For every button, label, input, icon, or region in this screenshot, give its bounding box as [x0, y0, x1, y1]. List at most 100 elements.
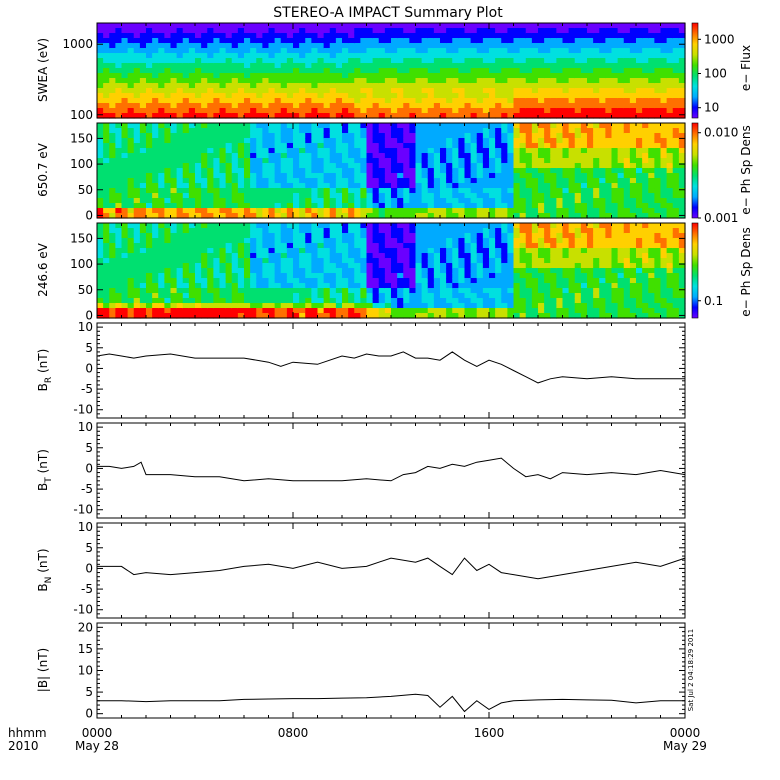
spectrogram-cell: [244, 178, 251, 184]
spectrogram-cell: [121, 173, 129, 179]
spectrogram-cell: [378, 208, 386, 214]
spectrogram-cell: [342, 168, 349, 174]
spectrogram-cell: [544, 78, 551, 84]
spectrogram-cell: [280, 178, 288, 184]
spectrogram-cell: [244, 173, 251, 179]
spectrogram-cell: [397, 38, 404, 44]
spectrogram-cell: [501, 128, 508, 134]
spectrogram-cell: [360, 138, 368, 144]
spectrogram-cell: [513, 153, 521, 159]
spectrogram-cell: [231, 38, 239, 44]
spectrogram-cell: [605, 193, 613, 199]
spectrogram-cell: [329, 213, 337, 219]
spectrogram-cell: [574, 158, 582, 164]
spectrogram-cell: [305, 78, 312, 84]
spectrogram-cell: [237, 108, 245, 114]
spectrogram-cell: [482, 98, 490, 104]
spectrogram-cell: [305, 103, 312, 109]
spectrogram-cell: [599, 143, 606, 149]
spectrogram-cell: [280, 83, 288, 89]
spectrogram-cell: [440, 78, 447, 84]
spectrogram-cell: [170, 133, 178, 139]
spectrogram-cell: [133, 68, 141, 74]
spectrogram-cell: [231, 293, 239, 299]
spectrogram-cell: [397, 243, 404, 249]
spectrogram-cell: [293, 148, 300, 154]
spectrogram-cell: [391, 153, 398, 159]
spectrogram-cell: [599, 183, 606, 189]
spectrogram-cell: [109, 208, 116, 214]
spectrogram-cell: [495, 188, 502, 194]
spectrogram-cell: [397, 128, 404, 134]
spectrogram-cell: [507, 163, 515, 169]
spectrogram-cell: [115, 178, 123, 184]
spectrogram-cell: [556, 73, 564, 79]
spectrogram-cell: [538, 93, 545, 99]
spectrogram-cell: [317, 243, 325, 249]
spectrogram-cell: [262, 223, 270, 229]
spectrogram-cell: [146, 198, 153, 204]
spectrogram-cell: [274, 278, 282, 284]
spectrogram-cell: [97, 68, 104, 74]
spectrogram-cell: [127, 288, 135, 294]
spectrogram-cell: [446, 288, 453, 294]
spectrogram-cell: [133, 133, 141, 139]
spectrogram-cell: [421, 103, 429, 109]
spectrogram-cell: [262, 193, 270, 199]
spectrogram-cell: [568, 193, 576, 199]
spectrogram-cell: [139, 158, 147, 164]
spectrogram-cell: [403, 78, 410, 84]
spectrogram-cell: [201, 153, 208, 159]
spectrogram-cell: [256, 233, 263, 239]
spectrogram-cell: [617, 88, 625, 94]
spectrogram-cell: [152, 33, 159, 39]
spectrogram-cell: [525, 78, 533, 84]
spectrogram-cell: [348, 183, 355, 189]
spectrogram-cell: [139, 203, 147, 209]
spectrogram-cell: [409, 263, 417, 269]
spectrogram-cell: [672, 168, 680, 174]
spectrogram-cell: [446, 273, 453, 279]
spectrogram-cell: [384, 203, 392, 209]
spectrogram-cell: [115, 23, 123, 29]
spectrogram-cell: [519, 208, 527, 214]
spectrogram-cell: [544, 103, 551, 109]
spectrogram-cell: [231, 143, 239, 149]
spectrogram-cell: [256, 163, 263, 169]
spectrogram-cell: [139, 263, 147, 269]
spectrogram-cell: [201, 183, 208, 189]
spectrogram-cell: [348, 128, 355, 134]
spectrogram-cell: [440, 253, 447, 259]
spectrogram-cell: [127, 213, 135, 219]
spectrogram-cell: [354, 113, 361, 119]
spectrogram-cell: [378, 168, 386, 174]
spectrogram-cell: [256, 248, 263, 254]
spectrogram-cell: [293, 193, 300, 199]
spectrogram-cell: [489, 128, 496, 134]
spectrogram-cell: [446, 168, 453, 174]
spectrogram-cell: [176, 278, 184, 284]
spectrogram-cell: [409, 273, 417, 279]
spectrogram-cell: [384, 63, 392, 69]
spectrogram-cell: [654, 78, 662, 84]
spectrogram-cell: [97, 223, 104, 229]
spectrogram-cell: [274, 58, 282, 64]
spectrogram-cell: [568, 153, 576, 159]
spectrogram-cell: [109, 203, 116, 209]
spectrogram-cell: [415, 133, 423, 139]
spectrogram-cell: [158, 38, 165, 44]
spectrogram-cell: [133, 223, 141, 229]
spectrogram-cell: [464, 93, 472, 99]
spectrogram-cell: [654, 73, 662, 79]
spectrogram-cell: [519, 33, 527, 39]
spectrogram-cell: [525, 138, 533, 144]
spectrogram-cell: [207, 168, 214, 174]
spectrogram-cell: [574, 113, 582, 119]
spectrogram-cell: [127, 308, 135, 314]
spectrogram-cell: [360, 258, 368, 264]
spectrogram-cell: [335, 288, 343, 294]
spectrogram-cell: [489, 178, 496, 184]
spectrogram-cell: [176, 303, 184, 309]
spectrogram-cell: [501, 58, 508, 64]
spectrogram-cell: [335, 313, 343, 319]
